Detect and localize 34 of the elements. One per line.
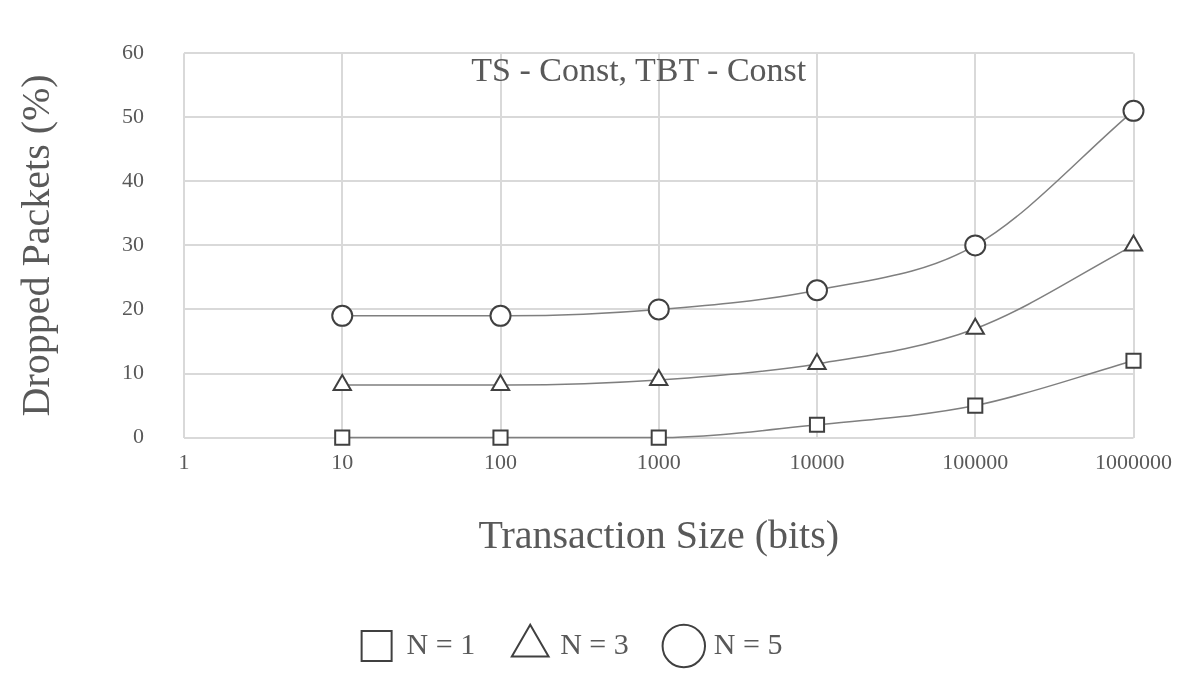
point	[332, 374, 352, 392]
y-tick-label: 30	[122, 231, 144, 257]
legend-label: N = 3	[560, 626, 629, 660]
chart-title: TS - Const, TBT - Const	[471, 51, 807, 89]
point	[806, 279, 828, 302]
y-axis-title: Dropped Packets (%)	[12, 74, 58, 417]
point	[492, 429, 509, 446]
x-tick-label: 100000	[942, 448, 1009, 474]
point	[1122, 99, 1145, 122]
point	[490, 374, 511, 392]
point	[808, 416, 826, 433]
x-tick-label: 100	[484, 448, 517, 474]
point	[1125, 352, 1142, 369]
point	[650, 429, 667, 446]
y-tick-label: 60	[122, 38, 144, 64]
point	[334, 429, 351, 446]
legend-label: N = 5	[713, 626, 783, 660]
legend-label: N = 1	[406, 626, 476, 660]
x-tick-label: 10	[331, 448, 354, 474]
y-tick-label: 40	[122, 167, 144, 193]
point	[964, 234, 987, 257]
y-tick-label: 0	[133, 423, 144, 449]
x-tick-label: 10000	[789, 448, 845, 474]
x-tick-label: 1000000	[1095, 448, 1172, 474]
y-tick-label: 10	[122, 359, 144, 385]
x-tick-label: 1000	[636, 448, 681, 474]
point	[967, 397, 984, 414]
x-tick-label: 1	[178, 448, 190, 474]
point	[331, 304, 354, 327]
point	[647, 298, 670, 321]
y-tick-label: 50	[122, 103, 144, 129]
x-axis-title: Transaction Size (bits)	[478, 511, 840, 557]
y-tick-label: 20	[122, 295, 144, 321]
point	[489, 304, 512, 327]
